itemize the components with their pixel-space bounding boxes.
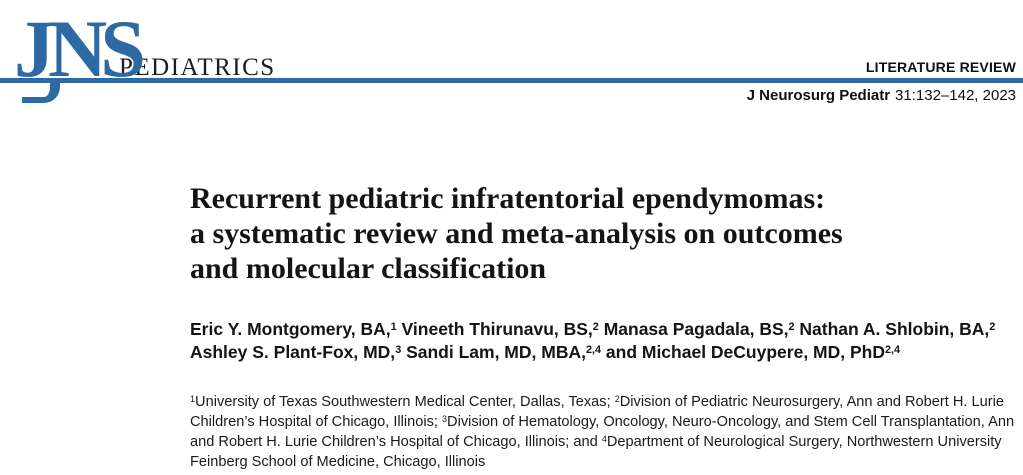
author-line-1: Eric Y. Montgomery, BA,1 Vineeth Thiruna… (190, 319, 996, 339)
masthead-divider-rule (0, 78, 1023, 83)
affiliation-line-3: and Robert H. Lurie Children’s Hospital … (190, 433, 1002, 450)
affiliation-line-4: Feinberg School of Medicine, Chicago, Il… (190, 454, 486, 470)
article-type-label: LITERATURE REVIEW (865, 59, 1016, 75)
jns-logo-j-descender (22, 80, 60, 103)
affiliation-line-2: Children’s Hospital of Chicago, Illinois… (190, 413, 1015, 430)
citation-volume-pages-year: 31:132–142, 2023 (895, 87, 1016, 104)
affiliation-line-1: 1University of Texas Southwestern Medica… (190, 393, 1004, 410)
article-title-line-1: Recurrent pediatric infratentorial epend… (190, 182, 826, 215)
jns-logo: JNS (14, 3, 146, 94)
affiliation-list: 1University of Texas Southwestern Medica… (190, 392, 1014, 472)
journal-citation: J Neurosurg Pediatr 31:132–142, 2023 (747, 87, 1016, 104)
citation-journal-name: J Neurosurg Pediatr (746, 87, 891, 104)
pediatrics-wordmark: PEDIATRICS (119, 54, 276, 81)
author-list: Eric Y. Montgomery, BA,1 Vineeth Thiruna… (190, 318, 995, 364)
article-title-line-3: and molecular classification (190, 252, 547, 285)
article-title-line-2: a systematic review and meta-analysis on… (190, 217, 843, 250)
author-line-2: Ashley S. Plant-Fox, MD,3 Sandi Lam, MD,… (190, 342, 901, 362)
article-title: Recurrent pediatric infratentorial epend… (190, 181, 843, 286)
